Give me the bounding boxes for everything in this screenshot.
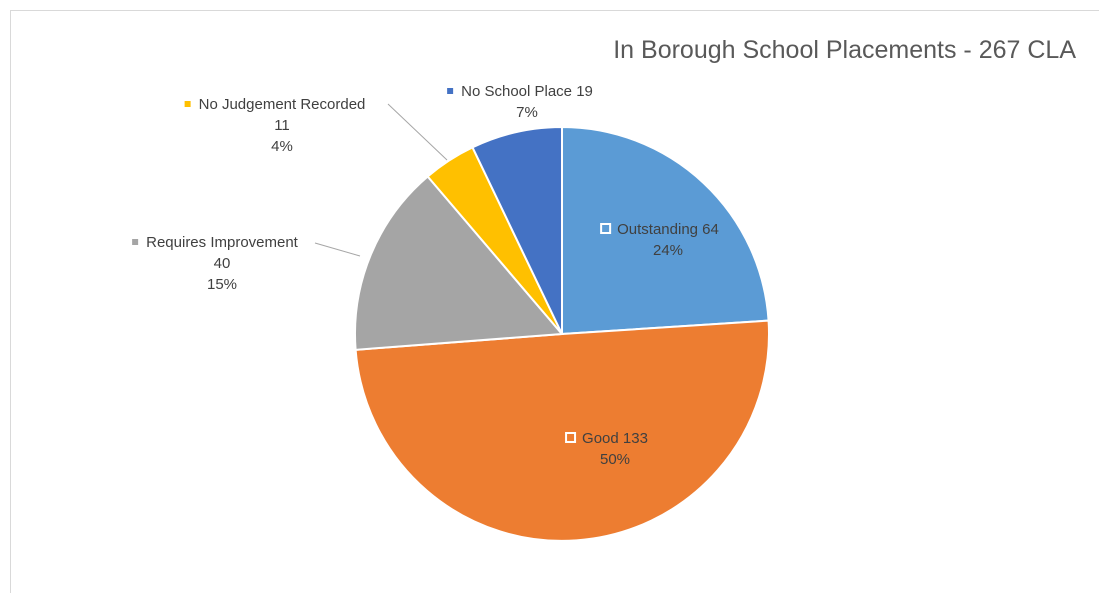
legend-key-no-school-place: [447, 88, 454, 94]
data-label-line: 11: [274, 117, 290, 134]
data-label-requires-improvement: Requires Improvement 40 15%: [146, 234, 299, 293]
data-label-line: No School Place 19: [461, 83, 593, 100]
data-label-line: Good 133: [582, 430, 648, 447]
data-label-line: 24%: [653, 242, 683, 259]
pie-slice-outstanding: [561, 125, 770, 336]
data-label-outstanding: Outstanding 64 24%: [617, 221, 719, 259]
data-label-good: Good 133 50%: [582, 430, 648, 468]
data-label-line: Requires Improvement: [146, 234, 299, 251]
data-label-no-judgement-recorded: No Judgement Recorded 11 4%: [199, 96, 366, 155]
leader-line-requires-improvement: [314, 242, 361, 257]
data-label-no-school-place: No School Place 19 7%: [461, 83, 593, 121]
legend-key-requires-improvement: [132, 239, 139, 245]
pie-slice-requires-improvement: [354, 175, 565, 351]
leader-line-no-judgement-recorded: [387, 103, 448, 161]
data-label-line: 4%: [271, 138, 293, 155]
data-label-line: 40: [214, 255, 231, 272]
data-label-line: 15%: [207, 276, 237, 293]
data-label-line: Outstanding 64: [617, 221, 719, 238]
data-label-line: 50%: [600, 451, 630, 468]
legend-key-good: [565, 432, 577, 443]
legend-key-no-judgement-recorded: [184, 101, 191, 107]
data-label-line: 7%: [516, 104, 538, 121]
chart-area: [10, 10, 1099, 593]
pie-slice-good: [354, 319, 770, 542]
legend-key-outstanding: [600, 223, 612, 234]
pie-slice-no-school-place: [471, 125, 563, 335]
chart-title: In Borough School Placements - 267 CLA: [613, 36, 1076, 64]
data-label-line: No Judgement Recorded: [199, 96, 366, 113]
